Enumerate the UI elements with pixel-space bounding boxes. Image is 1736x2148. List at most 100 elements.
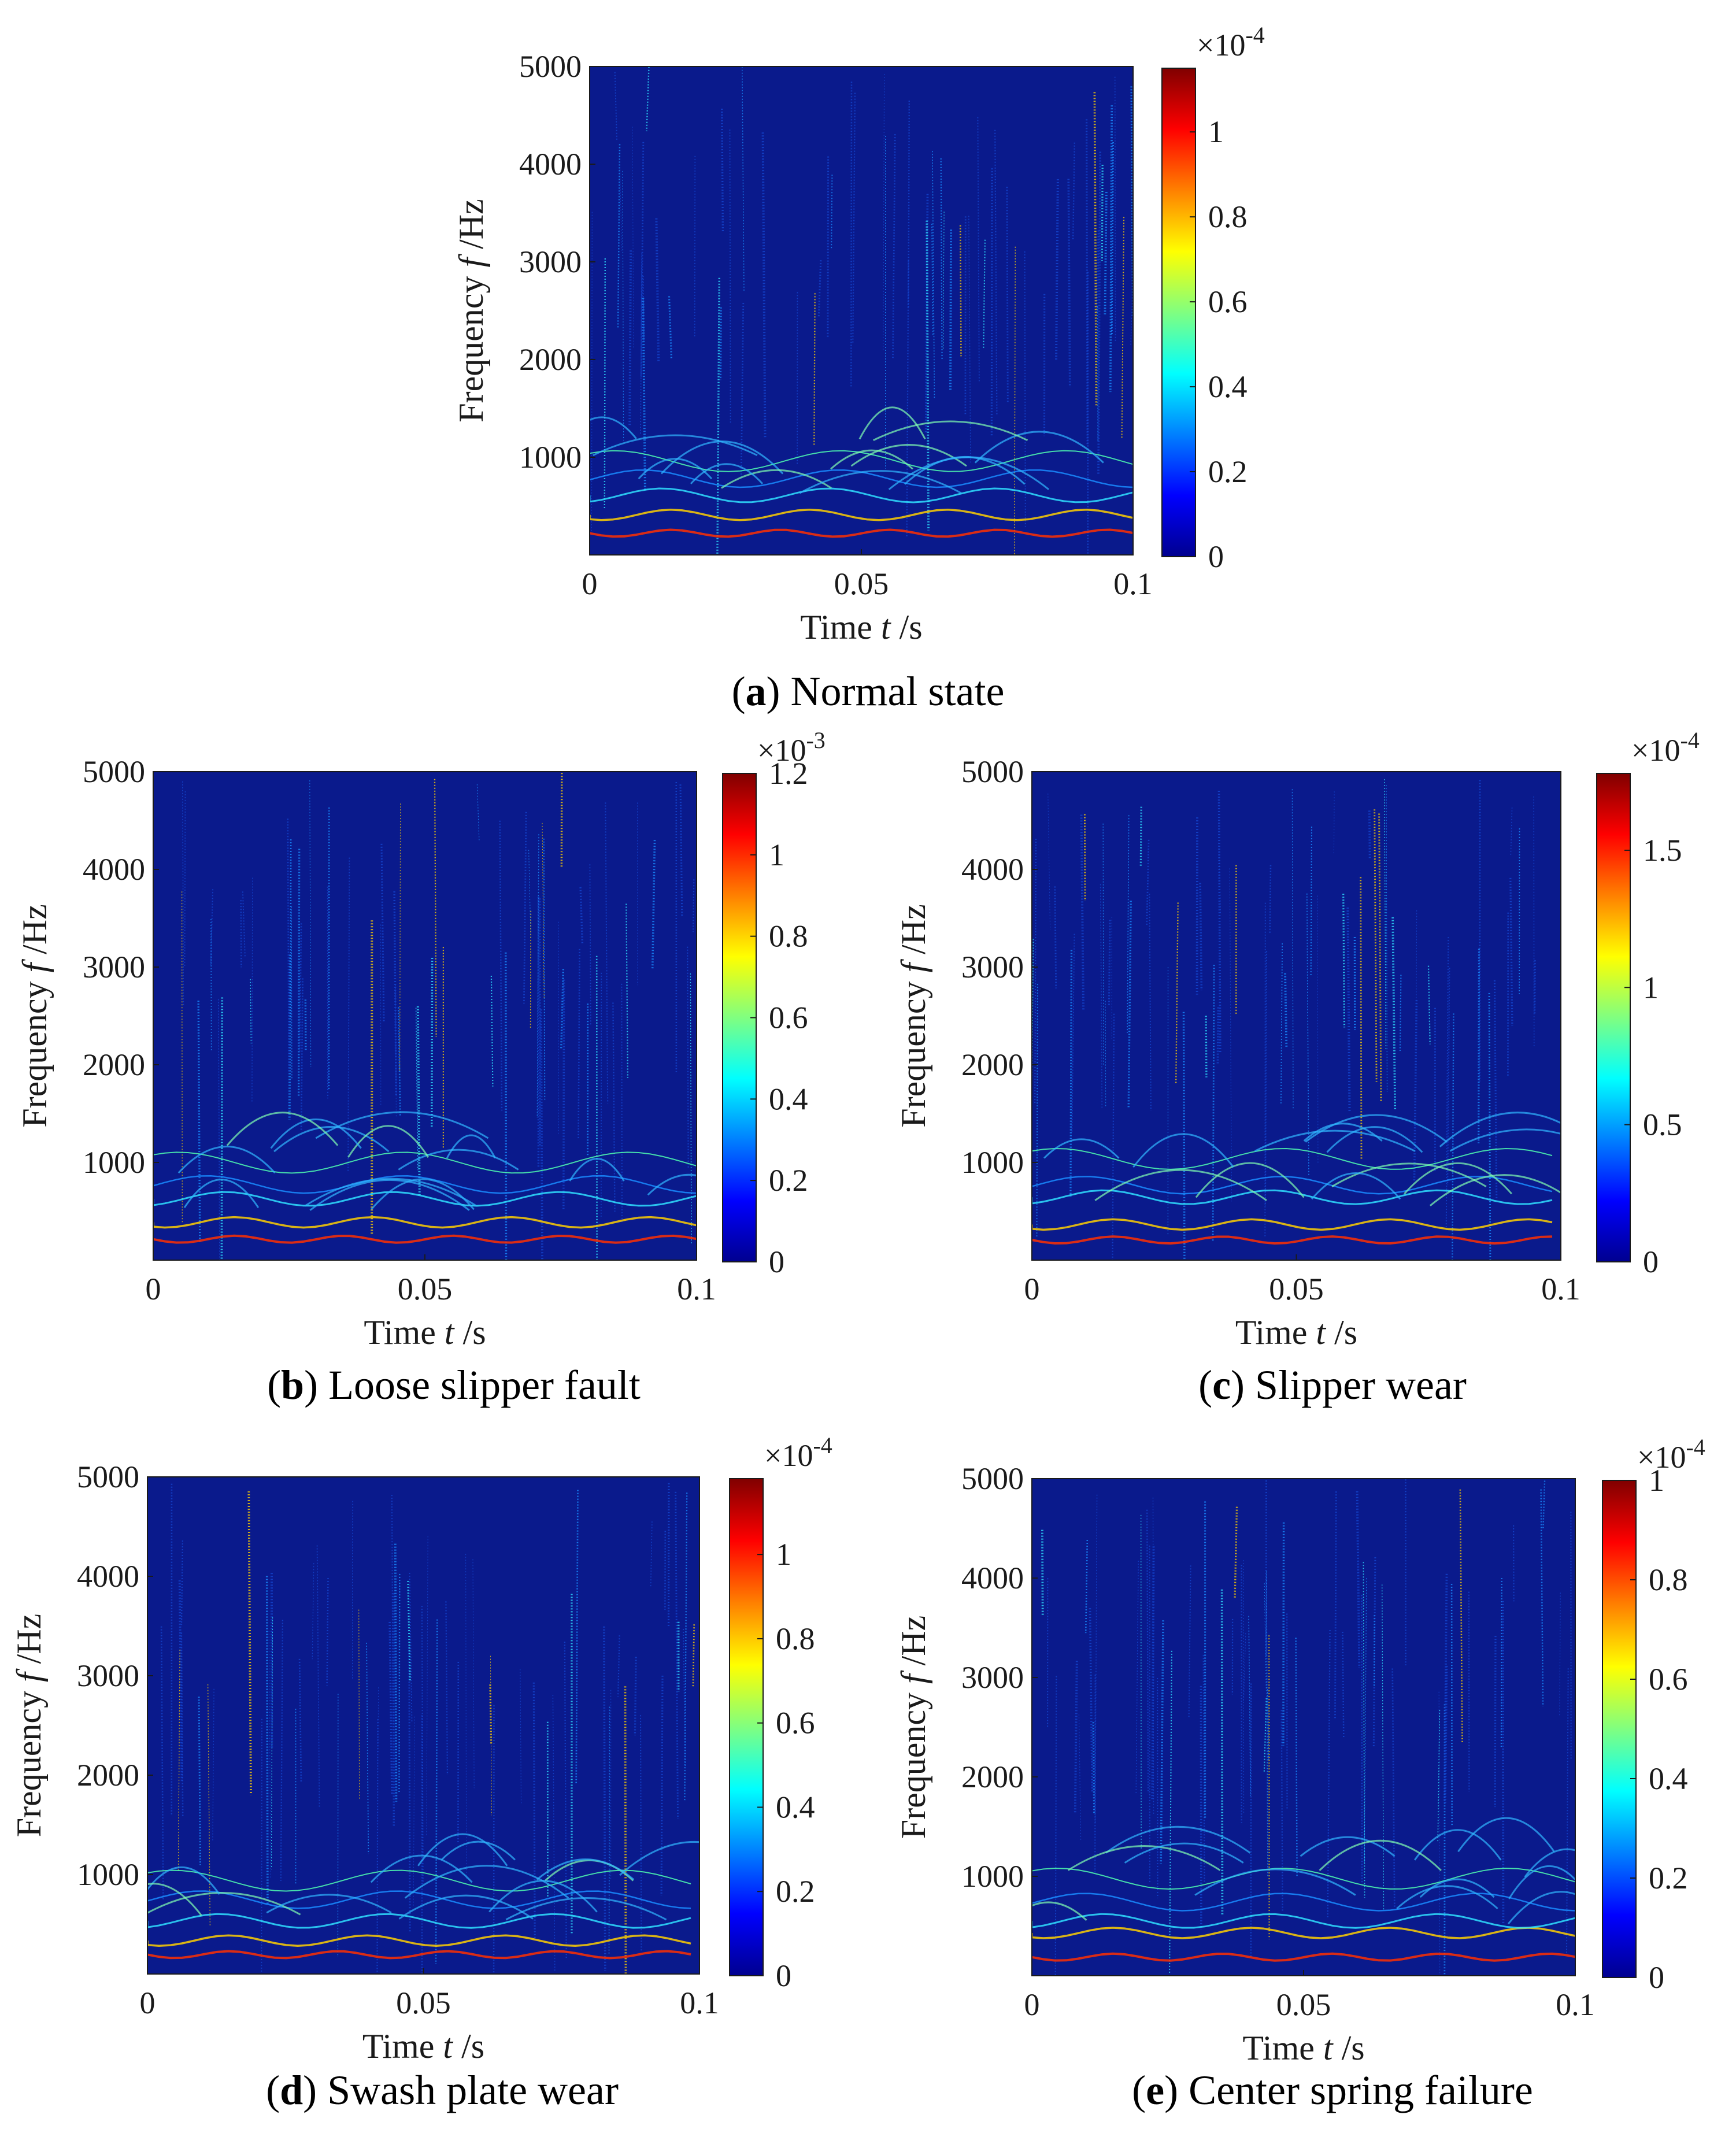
caption-letter-b: b (281, 1362, 305, 1408)
plot-area-e (1032, 1479, 1575, 1976)
colorbar-tick-label: 0 (1649, 1960, 1664, 1995)
y-tick-label: 4000 (961, 852, 1024, 887)
x-tick-label: 0.1 (1113, 566, 1153, 601)
y-tick-label: 2000 (77, 1758, 139, 1793)
colorbar-exponent: ×10-4 (1631, 727, 1700, 768)
colorbar (1596, 773, 1631, 1262)
panel-a: 0 0.05 0.1 1000 2000 3000 4000 5000 Time t /s Fre… (0, 0, 1736, 723)
caption-text-c: Slipper wear (1255, 1362, 1467, 1408)
y-tick-label: 4000 (961, 1561, 1024, 1595)
y-axis-label: Frequency f /Hz (894, 904, 932, 1128)
x-tick-label: 0.1 (680, 1986, 719, 2020)
y-tick-label: 5000 (519, 49, 582, 84)
y-tick-label: 3000 (77, 1658, 139, 1693)
colorbar-tick-label: 1 (769, 838, 784, 872)
colorbar-tick-label: 0.4 (769, 1082, 808, 1116)
caption-d: (d) Swash plate wear (266, 2067, 619, 2113)
colorbar-tick-label: 0.2 (1649, 1861, 1688, 1895)
chart-d: 0 0.05 0.1 1000 2000 3000 4000 5000 Time t /s Fre… (10, 1432, 832, 2065)
spectrogram-texture (153, 773, 697, 1260)
colorbar-tick-label: 0.2 (1208, 454, 1248, 489)
colorbar-tick-label: 0.8 (1208, 199, 1248, 234)
x-tick-label: 0 (1024, 1272, 1040, 1306)
colorbar-tick-label: 0.6 (776, 1706, 815, 1740)
colorbar-tick-label: 0.8 (1649, 1562, 1688, 1597)
colorbar-tick-label: 0.2 (776, 1874, 815, 1909)
panel-c: 0 0.05 0.1 1000 2000 3000 4000 5000 Time t /s Fre… (867, 694, 1736, 1387)
colorbar-exponent: ×10-4 (764, 1432, 832, 1473)
y-tick-label: 3000 (961, 1660, 1024, 1695)
y-axis-label: Frequency f /Hz (452, 199, 490, 423)
colorbar-tick-label: 0.6 (1208, 284, 1248, 319)
x-tick-label: 0.1 (677, 1272, 716, 1306)
colorbar-tick-label: 1 (776, 1537, 791, 1572)
caption-letter-e: e (1146, 2067, 1165, 2113)
colorbar-tick-label: 0.5 (1643, 1108, 1682, 1142)
colorbar (1602, 1480, 1637, 1978)
y-tick-label: 1000 (83, 1145, 145, 1180)
colorbar-tick-label: 0.8 (769, 919, 808, 954)
y-tick-label: 3000 (83, 950, 145, 984)
colorbar-tick-label: 0.4 (776, 1790, 815, 1824)
y-tick-label: 3000 (519, 245, 582, 279)
y-tick-label: 1000 (77, 1857, 139, 1892)
caption-b: (b) Loose slipper fault (267, 1362, 641, 1408)
x-tick-label: 0.05 (398, 1272, 453, 1306)
caption-text-d: Swash plate wear (327, 2067, 619, 2113)
y-axis-label: Frequency f /Hz (10, 1614, 48, 1838)
caption-letter-a: a (745, 668, 767, 714)
y-tick-label: 1000 (961, 1859, 1024, 1894)
colorbar-tick-label: 0 (1208, 539, 1224, 574)
plot-area-a (590, 66, 1133, 555)
caption-text-a: Normal state (790, 668, 1005, 714)
spectrogram-texture (1032, 1479, 1575, 1976)
y-tick-label: 5000 (83, 754, 145, 789)
caption-text-b: Loose slipper fault (328, 1362, 641, 1408)
colorbar-tick-label: 1.5 (1643, 833, 1682, 868)
y-tick-label: 2000 (961, 1760, 1024, 1794)
spectrogram-texture (590, 66, 1133, 555)
colorbar-tick-label: 0.2 (769, 1163, 808, 1198)
y-tick-label: 2000 (961, 1047, 1024, 1082)
x-tick-label: 0 (140, 1986, 156, 2020)
plot-area-c (1032, 772, 1561, 1260)
caption-letter-c: c (1212, 1362, 1231, 1408)
caption-text-e: Center spring failure (1189, 2067, 1533, 2113)
x-axis-label: Time t /s (1242, 2029, 1364, 2067)
y-tick-label: 3000 (961, 950, 1024, 984)
x-axis-label: Time t /s (1235, 1313, 1357, 1351)
colorbar-tick-label: 0.4 (1208, 369, 1248, 404)
y-tick-label: 5000 (961, 1461, 1024, 1496)
x-axis-label: Time t /s (364, 1313, 486, 1351)
x-tick-label: 0.05 (1269, 1272, 1324, 1306)
y-tick-label: 5000 (961, 754, 1024, 789)
caption-a: (a) Normal state (731, 668, 1005, 714)
colorbar-tick-label: 0 (776, 1958, 791, 1993)
x-tick-label: 0.05 (1276, 1987, 1331, 2022)
y-tick-label: 5000 (77, 1460, 139, 1494)
spectrogram-texture (147, 1483, 699, 1974)
x-tick-label: 0.1 (1541, 1272, 1580, 1306)
y-tick-label: 4000 (519, 147, 582, 182)
y-tick-label: 4000 (77, 1559, 139, 1594)
y-tick-label: 1000 (961, 1145, 1024, 1180)
colorbar-tick-label: 0.6 (769, 1001, 808, 1035)
colorbar (729, 1478, 764, 1976)
y-tick-label: 2000 (83, 1047, 145, 1082)
colorbar-tick-label: 1.2 (769, 756, 808, 791)
y-tick-label: 1000 (519, 440, 582, 475)
x-axis-label: Time t /s (800, 608, 922, 646)
spectrogram-texture (1032, 779, 1561, 1260)
colorbar-tick-label: 1 (1208, 114, 1224, 149)
y-axis-label: Frequency f /Hz (16, 904, 54, 1128)
colorbar (1161, 68, 1196, 557)
x-tick-label: 0.1 (1556, 1987, 1595, 2022)
caption-letter-d: d (280, 2067, 303, 2113)
chart-c: 0 0.05 0.1 1000 2000 3000 4000 5000 Time t /s Fre… (894, 727, 1700, 1351)
panel-e: 0 0.05 0.1 1000 2000 3000 4000 5000 Time t /s Fre… (867, 1393, 1736, 2087)
colorbar-tick-label: 0 (769, 1245, 784, 1279)
colorbar-exponent: ×10-4 (1637, 1434, 1705, 1475)
x-axis-label: Time t /s (362, 2027, 484, 2065)
caption-c: (c) Slipper wear (1198, 1362, 1467, 1408)
colorbar-tick-label: 0 (1643, 1245, 1659, 1279)
